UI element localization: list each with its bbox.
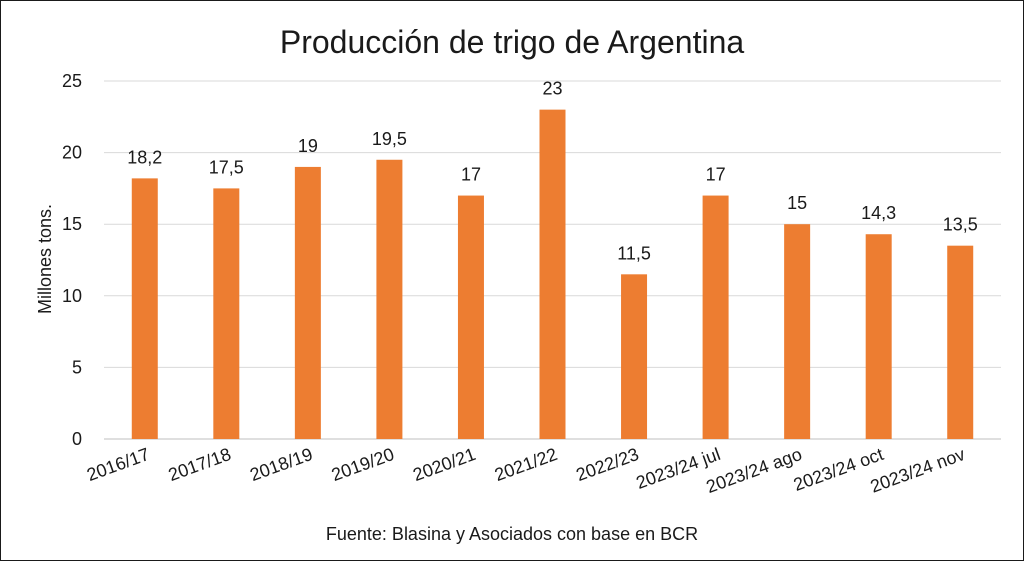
data-label: 11,5 <box>617 243 651 263</box>
data-label: 17,5 <box>209 157 244 177</box>
bar-2016-17 <box>131 178 158 439</box>
bar-2023-24-oct <box>865 234 892 439</box>
data-label: 13,5 <box>943 215 978 235</box>
bar-2019-20 <box>376 159 403 439</box>
y-tick-label: 0 <box>72 429 82 449</box>
bar-2021-22 <box>539 109 566 439</box>
x-axis-ticks: 2016/17 2017/18 2018/19 2019/20 2020/21 2021/… <box>84 444 967 497</box>
bar-2023-24-nov <box>947 245 974 439</box>
data-label: 18,2 <box>127 147 162 167</box>
y-axis-label: Millones tons. <box>35 204 55 314</box>
data-label: 19,5 <box>372 129 407 149</box>
data-label: 19 <box>298 136 318 156</box>
data-label: 17 <box>461 165 481 185</box>
data-labels: 18,2 17,5 19 19,5 17 23 11,5 17 15 14,3 13,5 <box>127 79 978 264</box>
y-tick-label: 5 <box>72 357 82 377</box>
bars <box>131 109 974 440</box>
data-label: 14,3 <box>861 203 896 223</box>
x-tick-label: 2017/18 <box>166 444 234 485</box>
data-label: 23 <box>542 79 562 99</box>
data-label: 17 <box>706 165 726 185</box>
x-tick-label: 2018/19 <box>247 444 315 485</box>
chart-title: Producción de trigo de Argentina <box>280 24 745 60</box>
y-tick-label: 20 <box>62 143 82 163</box>
x-tick-label: 2016/17 <box>84 444 152 485</box>
y-tick-label: 25 <box>62 71 82 91</box>
x-tick-label: 2023/24 nov <box>868 444 968 497</box>
bar-2017-18 <box>213 188 240 439</box>
x-tick-label: 2019/20 <box>329 444 397 485</box>
bar-2018-19 <box>294 166 321 440</box>
bar-2023-24-jul <box>702 195 729 439</box>
x-tick-label: 2021/22 <box>492 444 560 485</box>
y-axis-ticks: 0 5 10 15 20 25 <box>62 71 82 449</box>
y-tick-label: 15 <box>62 214 82 234</box>
x-tick-label: 2020/21 <box>410 444 478 485</box>
x-tick-label: 2022/23 <box>573 444 641 485</box>
y-tick-label: 10 <box>62 286 82 306</box>
data-label: 15 <box>787 193 807 213</box>
bar-2023-24-ago <box>784 224 811 439</box>
bar-2020-21 <box>457 195 484 439</box>
source-note: Fuente: Blasina y Asociados con base en … <box>326 524 698 544</box>
bar-2022-23 <box>621 274 648 439</box>
